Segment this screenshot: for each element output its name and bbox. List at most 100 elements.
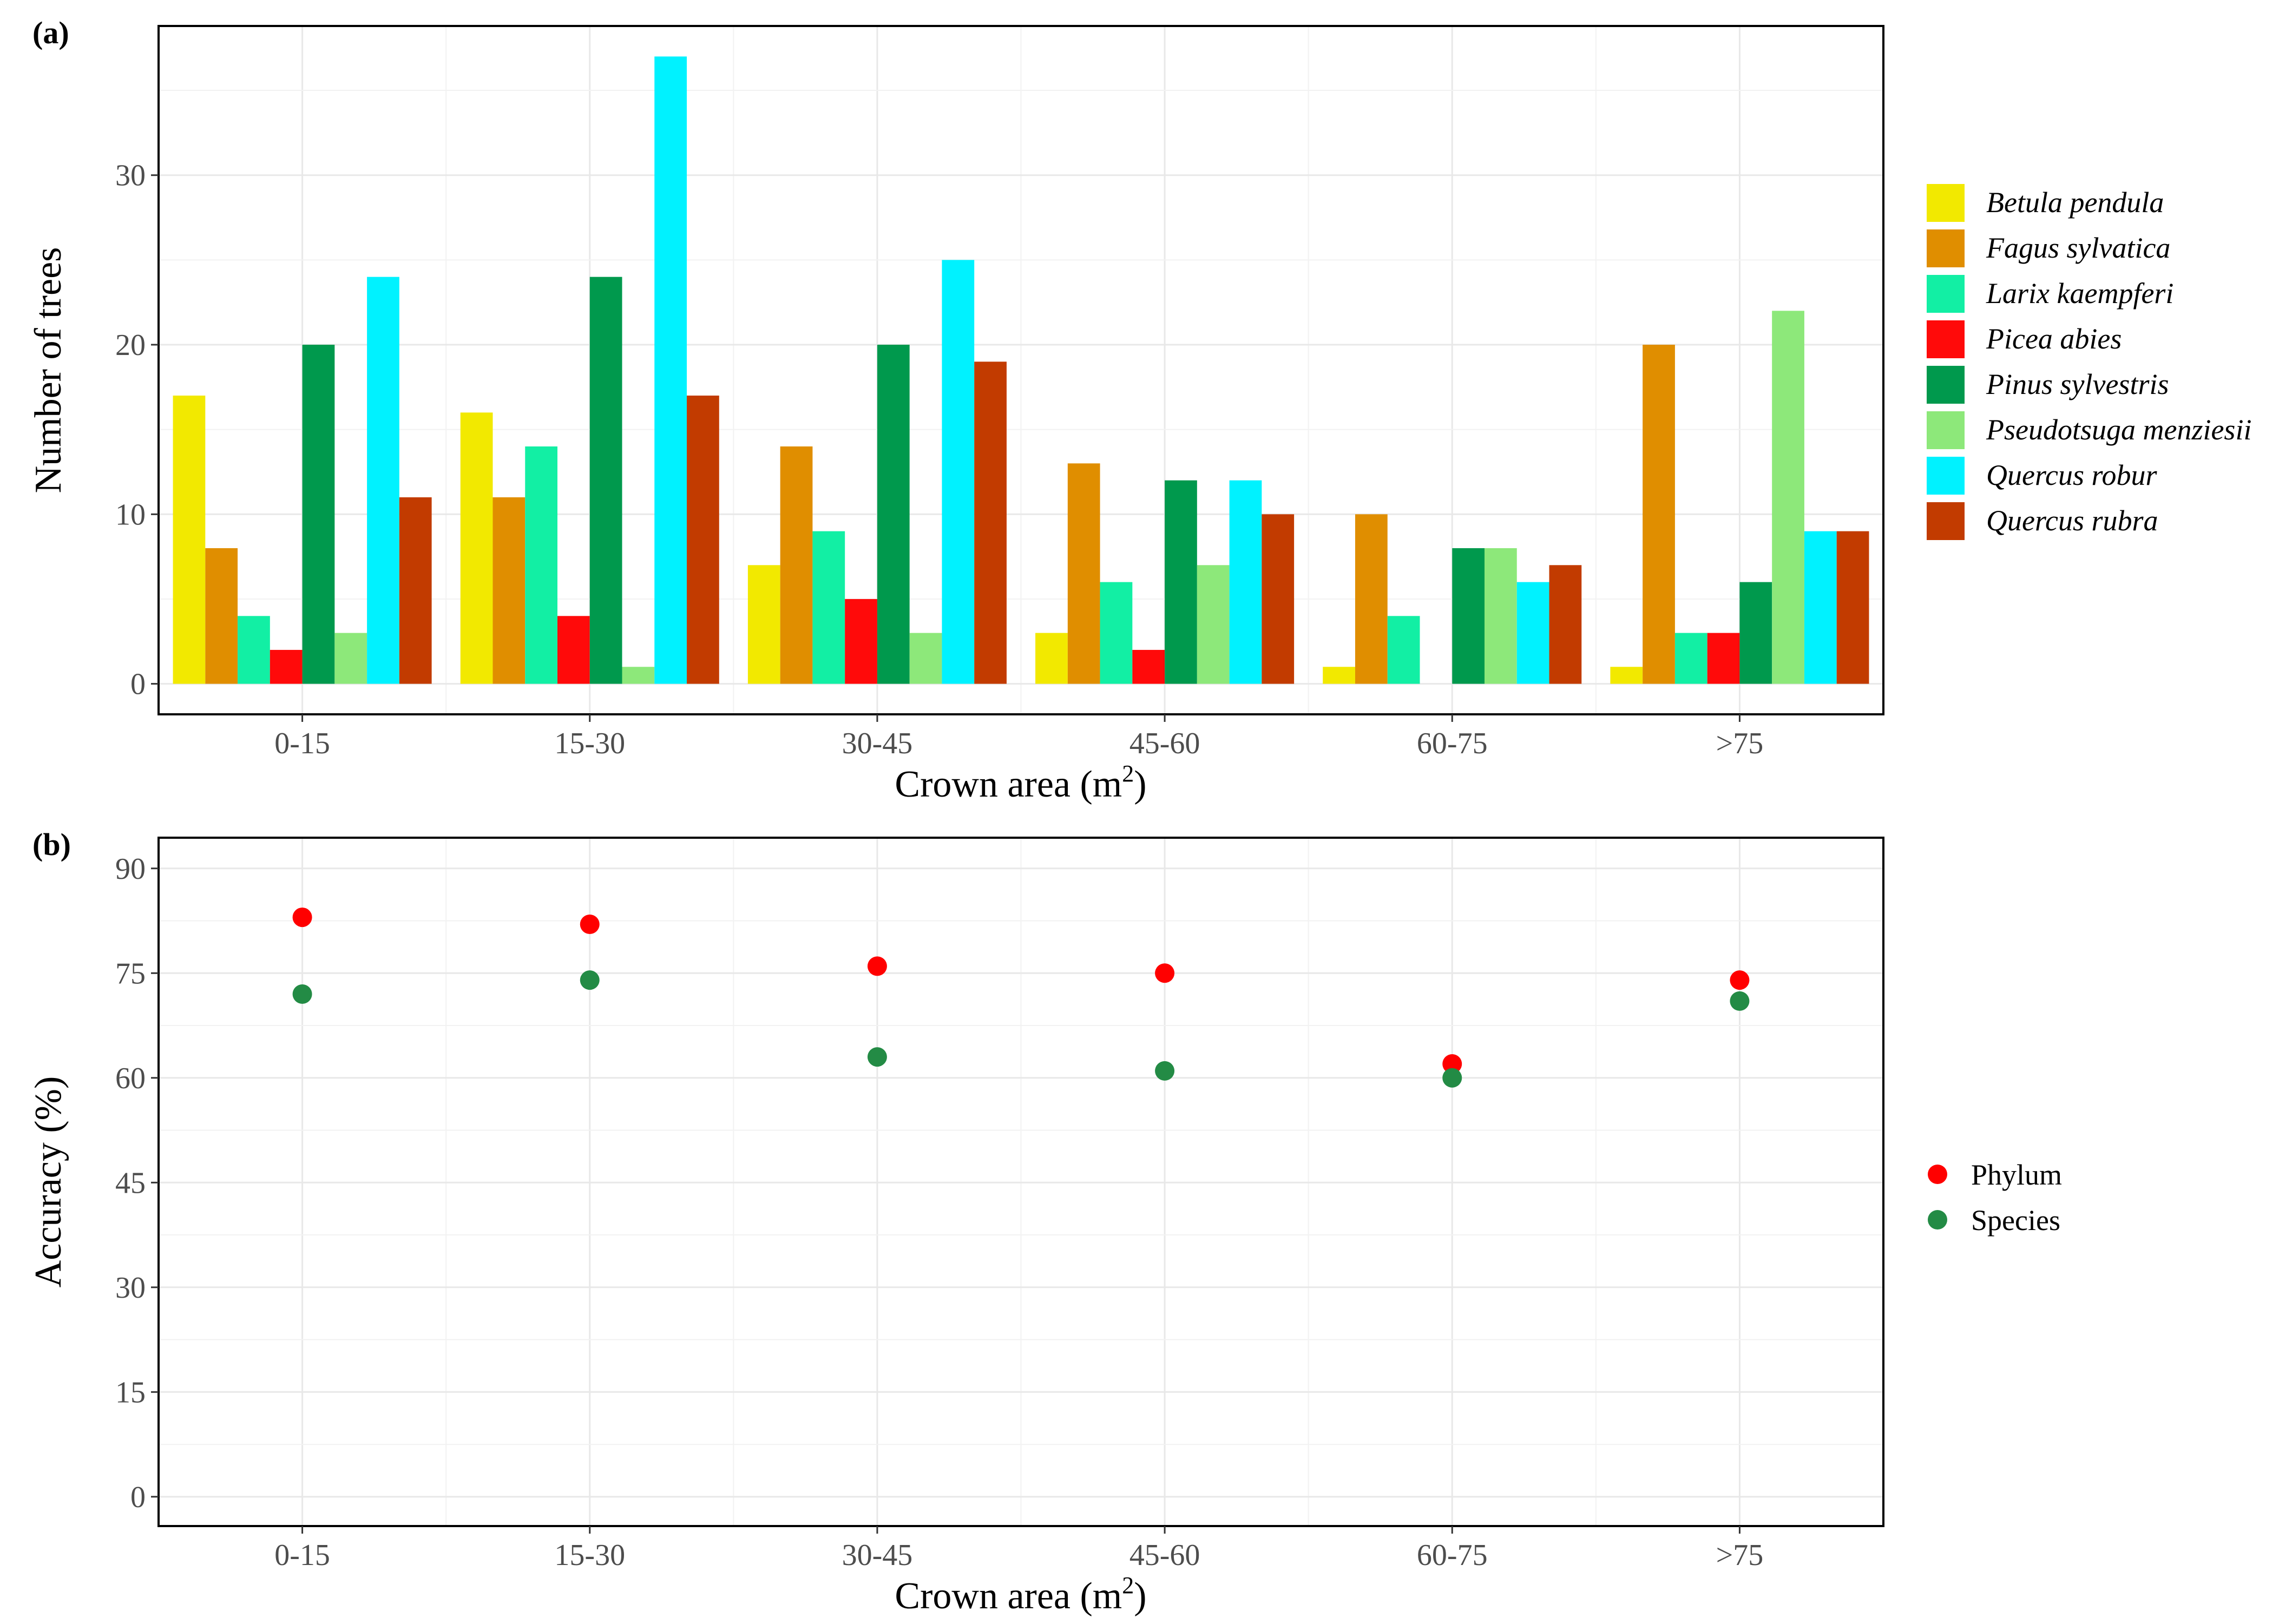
legend-label: Quercus rubra [1986,504,2158,537]
panel-a-x-axis-title: Crown area (m2) [895,760,1146,805]
bar [557,616,590,684]
y-tick-label: 0 [130,1481,146,1514]
panel-a-plot-border [157,25,1884,715]
bar [205,548,238,684]
bar [1323,667,1355,684]
panel-a-legend: Betula pendula Fagus sylvatica Larix kaemp… [1927,184,2251,540]
bar [1197,565,1230,684]
bar [238,616,270,684]
bar [1452,548,1485,684]
legend-label: Betula pendula [1986,186,2164,219]
x-tick-label: 45-60 [1129,1538,1200,1572]
bar [747,565,780,684]
x-tick-label: 30-45 [842,1538,913,1572]
data-point [1155,1061,1175,1081]
panel-a-label: (a) [32,15,69,50]
bar [1035,633,1068,684]
bar [1485,548,1517,684]
data-point [867,956,887,976]
panel-b-points [292,908,1750,1088]
data-point [580,914,600,934]
bar [1132,649,1165,684]
panel-a-x-axis-title-close: ) [1134,764,1146,805]
y-tick-label: 15 [115,1376,146,1409]
y-tick-label: 45 [115,1166,146,1200]
bar [845,599,877,684]
panel-b-grid [159,838,1883,1526]
bar [1739,582,1772,684]
panel-b-x-axis-title-sup: 2 [1122,1572,1134,1599]
bar [492,497,526,684]
data-point [292,984,312,1004]
bar [367,277,399,684]
bar [1100,582,1133,684]
bar [1262,514,1295,684]
y-tick-label: 30 [115,159,146,193]
legend-swatch [1927,411,1965,449]
panel-a-x-ticks: 0-15 15-30 30-45 45-60 60-75 >75 [274,714,1763,760]
legend-marker [1928,1210,1947,1229]
legend-swatch [1927,229,1965,267]
data-point [1730,991,1750,1011]
panel-b-x-axis-title-main: Crown area (m [895,1575,1122,1617]
legend-swatch [1927,502,1965,540]
x-tick-label: 60-75 [1417,1538,1488,1572]
legend-marker [1928,1165,1947,1184]
legend-swatch [1927,184,1965,222]
bar [399,497,432,684]
panel-a-grid [159,26,1883,714]
bar [812,531,845,684]
y-tick-label: 75 [115,957,146,990]
bar [1387,616,1420,684]
bar [974,361,1007,684]
x-tick-label: 15-30 [554,727,625,760]
x-tick-label: 45-60 [1129,727,1200,760]
bar [173,395,206,684]
bar [334,633,367,684]
bar [1804,531,1837,684]
panel-b-label: (b) [32,827,71,862]
panel-b-x-ticks: 0-15 15-30 30-45 45-60 60-75 >75 [274,1526,1763,1572]
bar [1610,667,1643,684]
panel-b-y-axis-title: Accuracy (%) [28,1076,69,1288]
legend-label: Species [1971,1204,2060,1237]
data-point [1442,1068,1462,1088]
bar [589,277,622,684]
legend-swatch [1927,457,1965,495]
legend-label: Phylum [1971,1159,2062,1191]
y-tick-label: 10 [115,498,146,531]
legend-swatch [1927,320,1965,358]
bar [1772,311,1804,684]
panel-a-bars [173,56,1869,684]
x-tick-label: 15-30 [554,1538,625,1572]
bar [622,667,655,684]
bar [525,446,557,684]
data-point [292,908,312,928]
data-point [867,1047,887,1067]
x-tick-label: 60-75 [1417,727,1488,760]
panel-b-legend: Phylum Species [1928,1159,2062,1237]
bar [1516,582,1549,684]
bar [687,395,719,684]
bar [1067,463,1100,684]
panel-a-y-axis-title: Number of trees [28,247,69,494]
panel-b-x-axis-title-close: ) [1134,1575,1146,1617]
data-point [580,970,600,990]
legend-label: Pseudotsuga menziesii [1986,413,2251,446]
legend-label: Picea abies [1986,323,2122,355]
legend-label: Larix kaempferi [1986,277,2173,310]
legend-label: Fagus sylvatica [1986,232,2170,264]
legend-swatch [1927,275,1965,313]
y-tick-label: 60 [115,1062,146,1095]
panel-a-x-axis-title-sup: 2 [1122,760,1134,787]
bar [1674,633,1707,684]
panel-b-y-ticks: 0 15 30 45 60 75 90 [115,852,159,1514]
bar [1643,345,1675,684]
bar [302,345,335,684]
panel-a-x-axis-title-main: Crown area (m [895,764,1122,805]
panel-a-y-ticks: 0 10 20 30 [115,159,159,701]
data-point [1442,1054,1462,1074]
bar [909,633,942,684]
